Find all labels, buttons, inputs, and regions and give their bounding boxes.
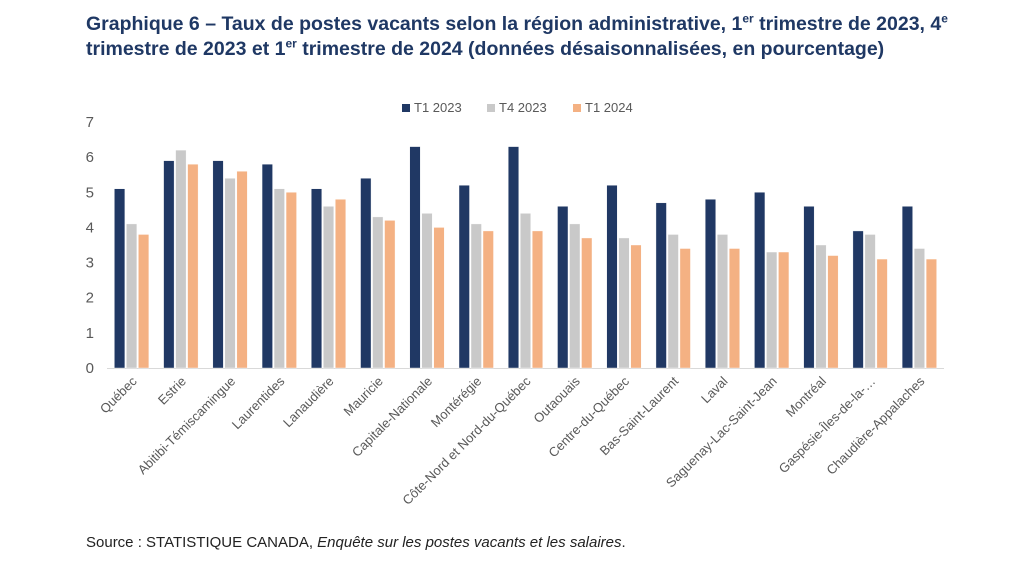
y-tick-label: 2	[86, 290, 94, 307]
bar	[458, 185, 470, 369]
x-tick-label: Abitibi-Témiscamingue	[135, 374, 239, 478]
bar	[913, 248, 925, 369]
y-tick-label: 4	[86, 219, 94, 236]
bar	[581, 237, 593, 369]
x-tick-label: Chaudière-Appalaches	[823, 373, 927, 477]
bar	[815, 244, 827, 369]
bar	[114, 188, 126, 369]
bar	[409, 146, 421, 369]
bar	[520, 213, 531, 369]
bar	[323, 206, 335, 369]
source-note: Source : STATISTIQUE CANADA, Enquête sur…	[86, 534, 626, 551]
y-tick-label: 0	[86, 360, 94, 377]
y-tick-label: 7	[86, 114, 94, 131]
bar	[532, 230, 543, 369]
bar	[212, 160, 224, 369]
y-tick-label: 1	[86, 325, 94, 342]
bar	[360, 178, 372, 369]
x-tick-label: Lanaudière	[280, 374, 337, 431]
bar	[384, 220, 396, 369]
bar	[335, 199, 347, 369]
bar	[311, 188, 323, 369]
bar	[126, 223, 138, 369]
bar	[557, 206, 569, 369]
bar	[778, 251, 790, 369]
x-tick-label: Outaouais	[530, 373, 583, 426]
bar	[901, 206, 913, 369]
bar	[766, 251, 778, 369]
x-tick-label: Laurentides	[229, 373, 288, 432]
x-tick-label: Québec	[97, 373, 140, 416]
bar	[273, 188, 285, 369]
y-tick-label: 6	[86, 149, 94, 166]
bar	[187, 163, 199, 369]
bar	[667, 234, 679, 369]
bar	[618, 237, 630, 369]
bar	[728, 248, 740, 369]
bar	[630, 244, 642, 369]
legend-swatch	[487, 104, 495, 112]
bar	[925, 258, 937, 369]
y-tick-label: 5	[86, 184, 94, 201]
bar	[433, 227, 445, 369]
bar	[569, 223, 581, 369]
bar	[285, 192, 297, 369]
bar	[827, 255, 839, 369]
legend-label: T1 2023	[414, 100, 462, 115]
y-tick-label: 3	[86, 255, 94, 272]
x-tick-label: Laval	[698, 373, 731, 406]
bar	[138, 234, 150, 369]
chart-title: Graphique 6 – Taux de postes vacants sel…	[86, 11, 948, 61]
legend-label: T4 2023	[499, 100, 547, 115]
bar	[482, 230, 494, 369]
source-publication: Enquête sur les postes vacants et les sa…	[317, 534, 622, 551]
bar	[876, 258, 888, 369]
legend-swatch	[402, 104, 410, 112]
legend-label: T1 2024	[585, 100, 633, 115]
x-tick-label: Montréal	[783, 373, 829, 419]
bar	[852, 230, 864, 369]
bar	[175, 149, 187, 369]
bar	[606, 185, 618, 369]
bar	[224, 178, 236, 369]
bar	[864, 234, 876, 369]
bar-chart: T1 2023 T4 2023 T1 2024 0 1 2 3 4 5 6 7 Québec Estri…	[86, 100, 944, 508]
bar	[261, 163, 273, 369]
bar	[421, 213, 433, 369]
bar	[679, 248, 691, 369]
x-tick-label: Mauricie	[341, 374, 386, 419]
bar	[236, 170, 248, 369]
bar	[704, 199, 716, 369]
bar	[754, 192, 766, 369]
bar	[470, 223, 482, 369]
x-tick-label: Estrie	[155, 374, 189, 408]
bar	[803, 206, 815, 369]
x-tick-label: Gaspésie-Îles-de-la-…	[776, 374, 879, 477]
legend-swatch	[573, 104, 581, 112]
bar	[716, 234, 728, 369]
bar	[163, 160, 175, 369]
bar	[372, 216, 384, 369]
bar	[508, 146, 519, 369]
bar	[655, 202, 667, 369]
